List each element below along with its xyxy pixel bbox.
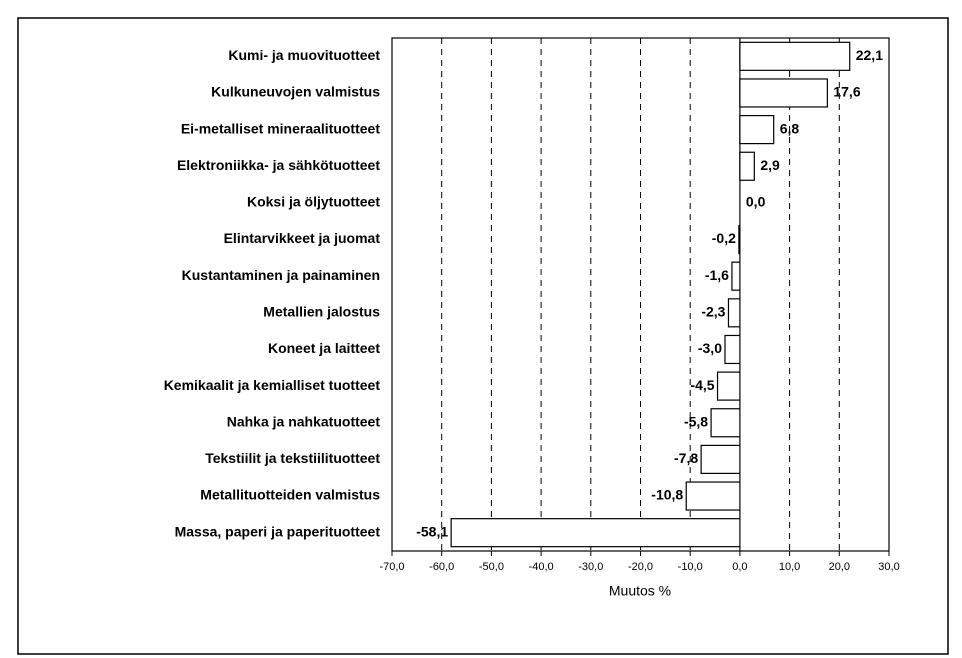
- x-tick-label: -40,0: [529, 561, 554, 573]
- x-tick-label: -70,0: [379, 561, 404, 573]
- x-tick-label: -60,0: [429, 561, 454, 573]
- data-label: 2,9: [760, 157, 780, 173]
- bar: [685, 481, 741, 511]
- bar: [727, 298, 741, 328]
- data-label: 6,8: [780, 120, 800, 136]
- data-label: 0,0: [746, 194, 766, 210]
- bar: [724, 334, 741, 365]
- y-tick-label: Kemikaalit ja kemialliset tuotteet: [164, 377, 381, 393]
- data-label: -1,6: [705, 267, 729, 283]
- data-label: -3,0: [698, 340, 722, 356]
- y-tick-label: Nahka ja nahkatuotteet: [227, 413, 381, 429]
- y-tick-label: Ei-metalliset mineraalituotteet: [181, 120, 381, 136]
- y-tick-label: Metallien jalostus: [263, 304, 380, 320]
- bar: [739, 78, 828, 108]
- data-label: -5,8: [684, 413, 708, 429]
- y-tick-label: Massa, paperi ja paperituotteet: [175, 523, 381, 539]
- x-tick-label: -50,0: [479, 561, 504, 573]
- data-label: 22,1: [856, 47, 883, 63]
- x-tick-label: -20,0: [628, 561, 653, 573]
- data-label: -58,1: [416, 523, 448, 539]
- y-tick-label: Elintarvikkeet ja juomat: [224, 230, 381, 246]
- x-tick-label: -30,0: [578, 561, 603, 573]
- y-tick-label: Tekstiilit ja tekstiilituotteet: [205, 450, 380, 466]
- y-tick-label: Kumi- ja muovituotteet: [228, 47, 380, 63]
- data-label: -2,3: [701, 304, 725, 320]
- data-label: 17,6: [833, 84, 860, 100]
- y-tick-label: Elektroniikka- ja sähkötuotteet: [177, 157, 380, 173]
- bar: [739, 115, 775, 145]
- x-tick-label: 30,0: [878, 561, 899, 573]
- bar: [710, 408, 741, 438]
- x-tick-label: -10,0: [678, 561, 703, 573]
- x-tick-label: 10,0: [779, 561, 800, 573]
- y-tick-label: Metallituotteiden valmistus: [200, 487, 380, 503]
- bar: [739, 41, 851, 71]
- y-tick-label: Koksi ja öljytuotteet: [247, 194, 380, 210]
- frame: [17, 17, 949, 655]
- x-axis-label: Muutos %: [609, 583, 671, 599]
- x-tick-label: 0,0: [732, 561, 747, 573]
- bar: [450, 518, 741, 548]
- x-tick-label: 20,0: [829, 561, 850, 573]
- y-tick-label: Koneet ja laitteet: [268, 340, 380, 356]
- data-label: -4,5: [690, 377, 714, 393]
- bar: [739, 151, 755, 181]
- y-tick-label: Kulkuneuvojen valmistus: [211, 84, 380, 100]
- data-label: -7,8: [674, 450, 698, 466]
- bar: [731, 261, 741, 291]
- data-label: -0,2: [712, 230, 736, 246]
- bar: [716, 371, 741, 401]
- y-tick-label: Kustantaminen ja painaminen: [182, 267, 380, 283]
- data-label: -10,8: [651, 487, 683, 503]
- bar: [700, 444, 741, 474]
- bar: [738, 224, 741, 255]
